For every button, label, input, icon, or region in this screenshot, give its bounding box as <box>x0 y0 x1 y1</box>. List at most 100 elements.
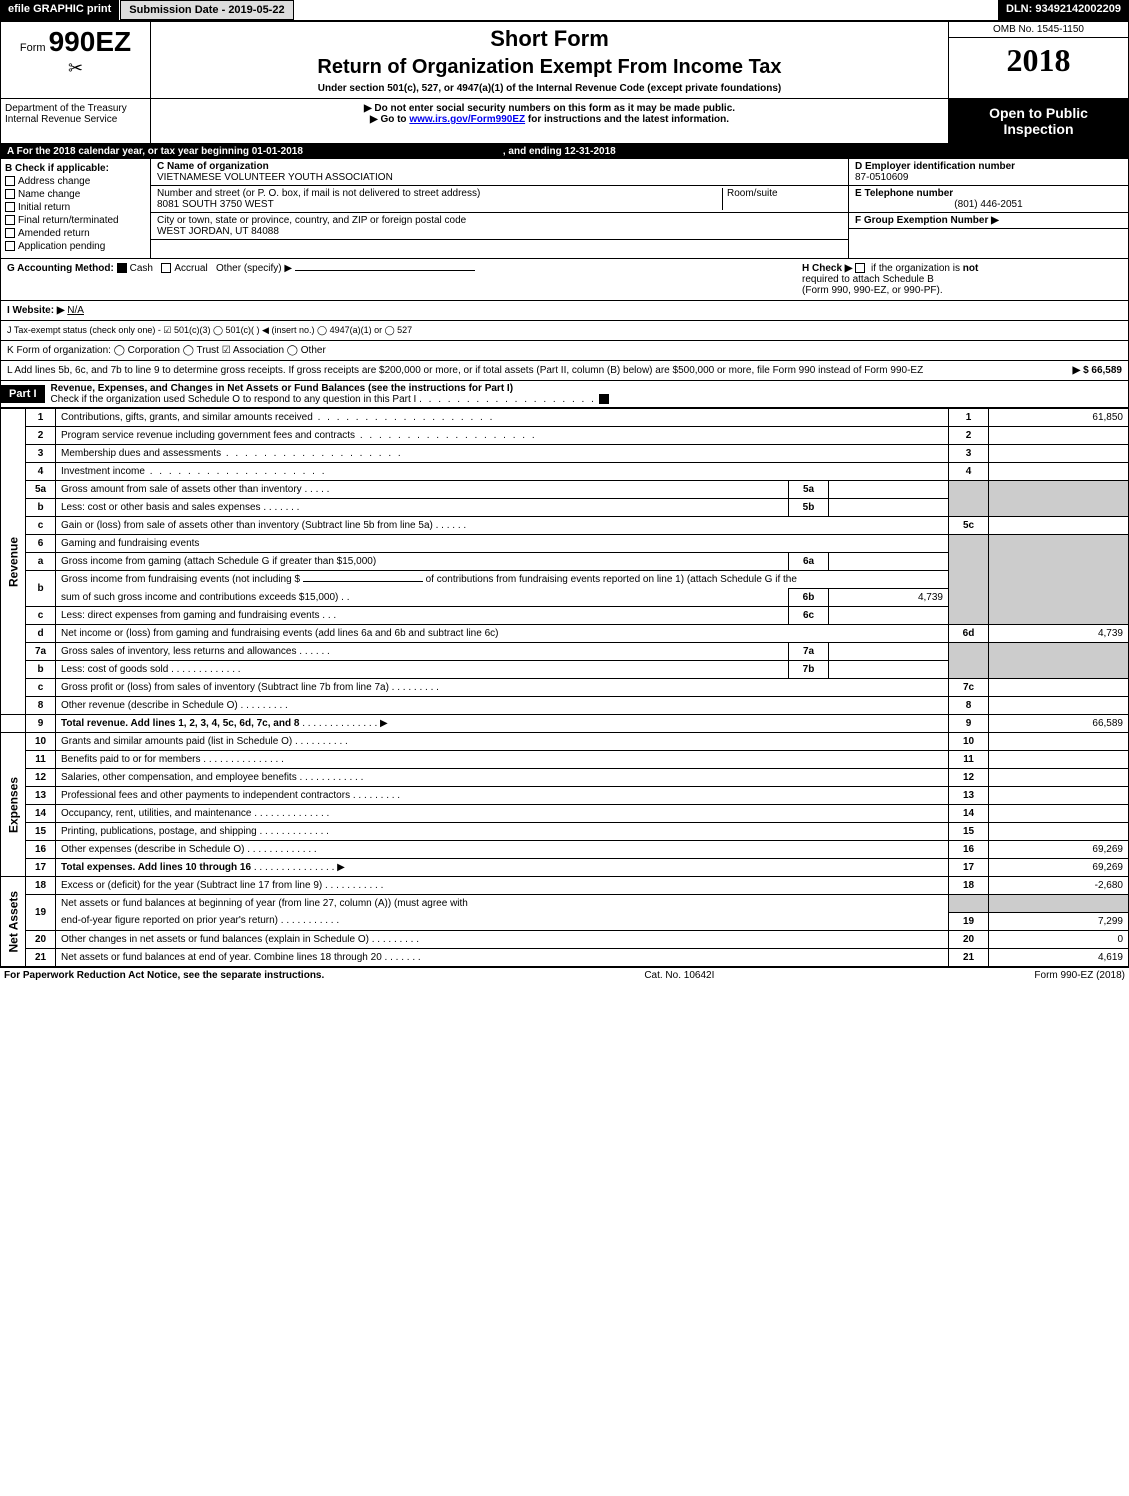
h-text1: if the organization is <box>871 263 963 274</box>
footer-right: Form 990-EZ (2018) <box>1034 970 1125 981</box>
line-7a-desc: Gross sales of inventory, less returns a… <box>61 646 296 657</box>
instructions-line: ▶ Go to www.irs.gov/Form990EZ for instru… <box>159 114 940 125</box>
revenue-side-label: Revenue <box>1 409 26 715</box>
line-3-num: 3 <box>949 445 989 463</box>
lines-table: Revenue 1 Contributions, gifts, grants, … <box>0 408 1129 967</box>
line-20-desc: Other changes in net assets or fund bala… <box>61 934 369 945</box>
line-1-num: 1 <box>949 409 989 427</box>
line-3-amt <box>989 445 1129 463</box>
check-address[interactable]: Address change <box>18 176 90 187</box>
footer-left: For Paperwork Reduction Act Notice, see … <box>4 970 324 981</box>
line-2-amt <box>989 427 1129 445</box>
line-13-amt <box>989 787 1129 805</box>
line-15-amt <box>989 823 1129 841</box>
department-label: Department of the Treasury <box>5 103 146 114</box>
line-9-num: 9 <box>949 715 989 733</box>
efile-print-button[interactable]: efile GRAPHIC print <box>0 0 120 20</box>
line-14-num: 14 <box>949 805 989 823</box>
topbar: efile GRAPHIC print Submission Date - 20… <box>0 0 1129 21</box>
org-city: WEST JORDAN, UT 84088 <box>157 226 842 237</box>
line-20-amt: 0 <box>989 930 1129 948</box>
form-header: Form 990EZ ✂ Short Form Return of Organi… <box>0 21 1129 99</box>
line-6a-desc: Gross income from gaming (attach Schedul… <box>61 556 376 567</box>
line-19-desc2: end-of-year figure reported on prior yea… <box>61 915 278 926</box>
expenses-side-label: Expenses <box>1 733 26 877</box>
check-initial[interactable]: Initial return <box>18 202 70 213</box>
line-3-desc: Membership dues and assessments <box>61 448 403 459</box>
line-19-num: 19 <box>949 912 989 930</box>
line-6c-val <box>829 607 949 625</box>
line-4-amt <box>989 463 1129 481</box>
check-pending[interactable]: Application pending <box>18 241 105 252</box>
line-9-desc: Total revenue. Add lines 1, 2, 3, 4, 5c,… <box>61 718 299 729</box>
accounting-cash[interactable]: Cash <box>130 263 153 274</box>
open-public-badge: Open to Public Inspection <box>949 99 1128 143</box>
line-6c-desc: Less: direct expenses from gaming and fu… <box>61 610 319 621</box>
line-16-desc: Other expenses (describe in Schedule O) <box>61 844 244 855</box>
line-17-desc: Total expenses. Add lines 10 through 16 <box>61 862 251 873</box>
ein-value: 87-0510609 <box>855 172 1122 183</box>
line-19-amt: 7,299 <box>989 912 1129 930</box>
line-12-num: 12 <box>949 769 989 787</box>
ein-label: D Employer identification number <box>855 161 1122 172</box>
check-amended[interactable]: Amended return <box>18 228 90 239</box>
line-21-num: 21 <box>949 948 989 966</box>
line-14-amt <box>989 805 1129 823</box>
accounting-label: G Accounting Method: <box>7 263 114 274</box>
phone-value: (801) 446-2051 <box>855 199 1122 210</box>
line-6b-sub: 6b <box>789 589 829 607</box>
line-5c-num: 5c <box>949 517 989 535</box>
check-if-label: B Check if applicable: <box>5 163 146 174</box>
line-6a-val <box>829 553 949 571</box>
line-7b-val <box>829 661 949 679</box>
line-6a-sub: 6a <box>789 553 829 571</box>
dln-label: DLN: 93492142002209 <box>998 0 1129 20</box>
line-5b-sub: 5b <box>789 499 829 517</box>
line-9-amt: 66,589 <box>989 715 1129 733</box>
line-15-desc: Printing, publications, postage, and shi… <box>61 826 257 837</box>
part1-check: Check if the organization used Schedule … <box>51 394 417 405</box>
line-4-num: 4 <box>949 463 989 481</box>
accounting-accrual[interactable]: Accrual <box>174 263 207 274</box>
line-6c-sub: 6c <box>789 607 829 625</box>
irs-label: Internal Revenue Service <box>5 114 146 125</box>
line-6d-num: 6d <box>949 625 989 643</box>
org-name: VIETNAMESE VOLUNTEER YOUTH ASSOCIATION <box>157 172 842 183</box>
short-form-title: Short Form <box>159 26 940 52</box>
h-label: H Check ▶ <box>802 263 852 274</box>
line-16-amt: 69,269 <box>989 841 1129 859</box>
subtitle: Under section 501(c), 527, or 4947(a)(1)… <box>159 83 940 94</box>
part1-label: Part I <box>1 385 45 403</box>
line-7b-sub: 7b <box>789 661 829 679</box>
line-5a-val <box>829 481 949 499</box>
part1-checkbox[interactable] <box>599 394 609 404</box>
website-value: N/A <box>67 305 84 316</box>
accounting-other[interactable]: Other (specify) ▶ <box>216 263 292 274</box>
line-6b-val: 4,739 <box>829 589 949 607</box>
city-label: City or town, state or province, country… <box>157 215 842 226</box>
return-title: Return of Organization Exempt From Incom… <box>159 56 940 79</box>
line-7c-amt <box>989 679 1129 697</box>
line-10-desc: Grants and similar amounts paid (list in… <box>61 736 292 747</box>
line-8-num: 8 <box>949 697 989 715</box>
check-name[interactable]: Name change <box>18 189 80 200</box>
line-11-desc: Benefits paid to or for members <box>61 754 201 765</box>
website-label: I Website: ▶ <box>7 305 65 316</box>
line-6b-desc1: Gross income from fundraising events (no… <box>61 574 303 585</box>
line-17-num: 17 <box>949 859 989 877</box>
period-a: A For the 2018 calendar year, or tax yea… <box>7 146 303 157</box>
irs-link[interactable]: www.irs.gov/Form990EZ <box>409 114 525 125</box>
check-final[interactable]: Final return/terminated <box>18 215 119 226</box>
line-6d-amt: 4,739 <box>989 625 1129 643</box>
part1-title: Revenue, Expenses, and Changes in Net As… <box>51 383 514 394</box>
line-5a-desc: Gross amount from sale of assets other t… <box>61 484 302 495</box>
org-address: 8081 SOUTH 3750 WEST <box>157 199 722 210</box>
form-number: 990EZ <box>49 26 132 57</box>
h-not: not <box>963 263 979 274</box>
line-17-amt: 69,269 <box>989 859 1129 877</box>
line-5c-desc: Gain or (loss) from sale of assets other… <box>61 520 433 531</box>
line-18-num: 18 <box>949 877 989 895</box>
line-7a-sub: 7a <box>789 643 829 661</box>
line-7c-num: 7c <box>949 679 989 697</box>
l-line: L Add lines 5b, 6c, and 7b to line 9 to … <box>7 365 1073 376</box>
